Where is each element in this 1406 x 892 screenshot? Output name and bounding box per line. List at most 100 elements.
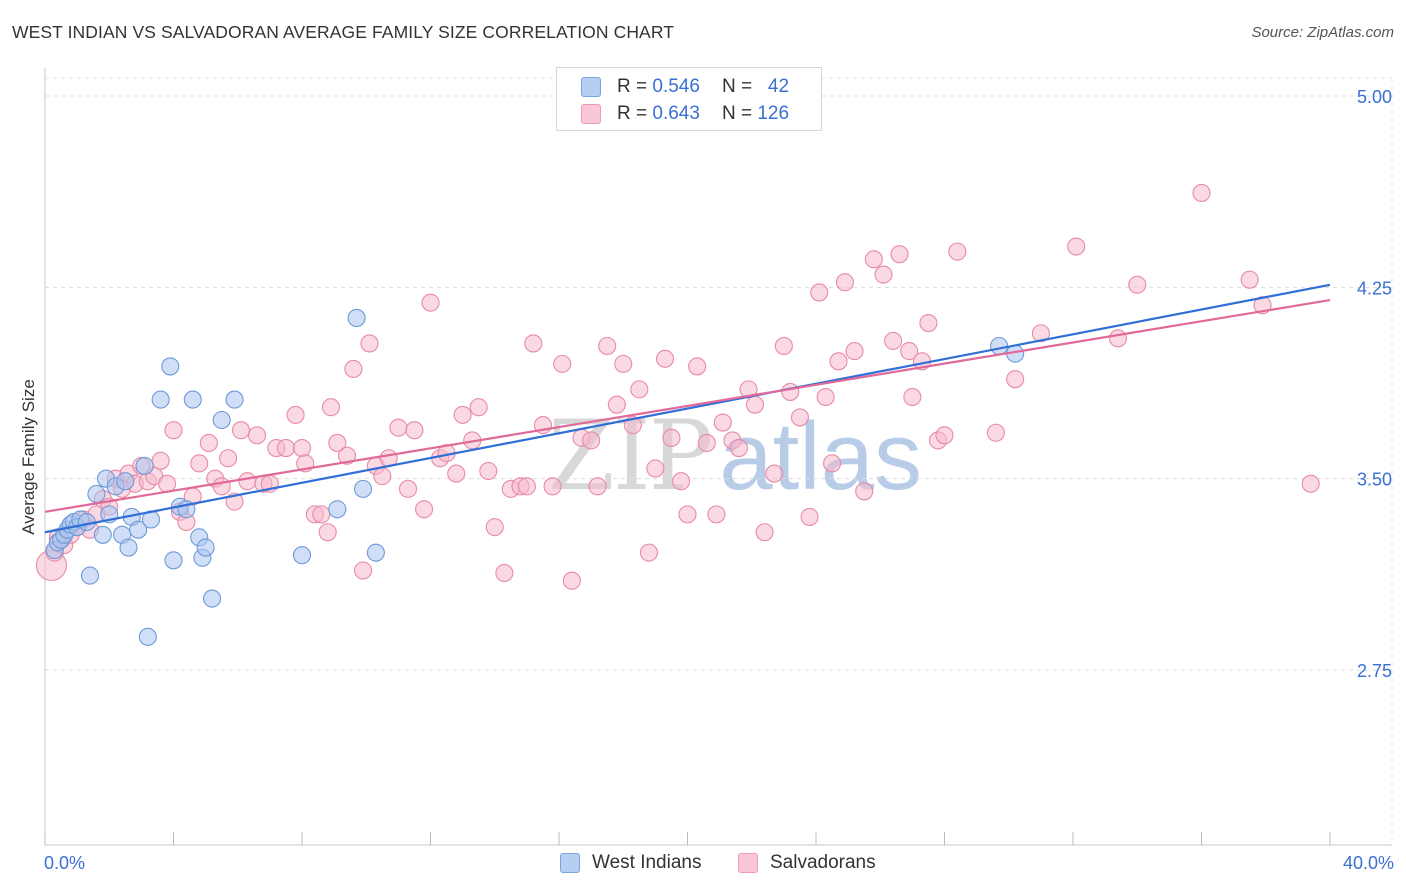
- point-pink-97: [774, 336, 793, 356]
- point-pink-124: [1128, 275, 1147, 294]
- point-pink-125: [1192, 183, 1211, 202]
- legend-swatch-blue: [560, 853, 580, 873]
- point-pink-113: [903, 387, 922, 407]
- grid-lines: [45, 77, 1393, 845]
- point-blue-18: [119, 538, 138, 557]
- point-pink-82: [646, 459, 665, 478]
- point-pink-115: [919, 313, 938, 333]
- legend-item-west-indians[interactable]: West Indians: [560, 852, 701, 874]
- point-pink-43: [328, 433, 347, 453]
- point-pink-30: [238, 472, 257, 491]
- point-blue-41: [990, 336, 1009, 356]
- chart-title: WEST INDIAN VS SALVADORAN AVERAGE FAMILY…: [12, 22, 675, 42]
- point-pink-109: [874, 265, 893, 284]
- point-pink-85: [672, 472, 691, 491]
- point-pink-45: [344, 359, 363, 379]
- point-pink-37: [292, 439, 312, 458]
- point-pink-35: [276, 439, 295, 458]
- point-pink-83: [655, 349, 675, 368]
- point-blue-36: [292, 546, 312, 565]
- legend-n-label: N =: [721, 103, 753, 124]
- point-pink-23: [190, 454, 209, 473]
- point-pink-93: [739, 380, 758, 399]
- trend-line-pink: [44, 299, 1331, 513]
- point-pink-75: [588, 477, 607, 496]
- legend-r-label: R =: [617, 76, 648, 97]
- point-pink-78: [614, 354, 633, 373]
- point-pink-36: [286, 405, 305, 424]
- point-pink-67: [517, 477, 536, 496]
- point-pink-119: [986, 423, 1005, 442]
- point-pink-24: [199, 433, 218, 453]
- point-pink-77: [607, 395, 626, 414]
- point-blue-10: [80, 566, 100, 585]
- point-pink-70: [543, 477, 562, 496]
- point-pink-42: [321, 398, 340, 417]
- point-pink-27: [219, 449, 238, 468]
- point-pink-74: [582, 431, 601, 450]
- point-pink-72: [562, 571, 581, 590]
- point-pink-44: [337, 446, 357, 465]
- y-tick-label-3: 5.00: [1357, 87, 1392, 107]
- point-pink-61: [469, 398, 488, 417]
- point-pink-118: [948, 242, 967, 261]
- point-blue-38: [353, 479, 373, 498]
- watermark-atlas: atlas: [719, 403, 922, 510]
- x-tick-label-0: 0.0%: [44, 853, 85, 873]
- point-pink-46: [353, 561, 373, 580]
- point-pink-121: [1031, 324, 1050, 343]
- point-pink-128: [1301, 474, 1320, 493]
- point-blue-29: [183, 390, 202, 409]
- point-pink-107: [855, 482, 874, 501]
- point-blue-37: [328, 500, 347, 519]
- legend-r-value: 0.643: [652, 103, 700, 124]
- point-pink-47: [360, 334, 379, 353]
- point-pink-55: [421, 293, 440, 312]
- point-pink-53: [405, 421, 424, 440]
- point-blue-39: [366, 543, 385, 562]
- point-blue-17: [116, 472, 135, 491]
- point-pink-89: [707, 505, 726, 524]
- legend-n-value: 126: [757, 103, 790, 124]
- point-pink-84: [662, 428, 681, 447]
- point-pink-101: [810, 283, 829, 302]
- point-pink-108: [864, 250, 883, 269]
- point-pink-17: [151, 451, 170, 470]
- point-pink-64: [495, 564, 514, 583]
- point-pink-111: [890, 245, 909, 264]
- point-blue-12: [93, 525, 112, 544]
- y-axis-title: Average Family Size: [19, 379, 38, 535]
- trend-lines: [44, 283, 1331, 534]
- point-blue-32: [196, 538, 215, 557]
- legend-label-salvadorans: Salvadorans: [770, 852, 876, 873]
- legend-row-west-indians: R = 0.546 N = 42: [581, 75, 789, 99]
- point-pink-122: [1067, 237, 1086, 256]
- axes: [44, 68, 1392, 846]
- point-blue-40: [347, 308, 366, 327]
- point-pink-117: [935, 426, 954, 445]
- legend-swatch-blue: [581, 77, 601, 97]
- point-pink-96: [765, 464, 784, 483]
- point-pink-19: [164, 421, 183, 440]
- point-pink-102: [816, 387, 835, 407]
- point-blue-25: [161, 357, 180, 376]
- point-pink-94: [745, 395, 765, 414]
- point-pink-26: [212, 477, 231, 496]
- chart-source: Source: ZipAtlas.com: [1251, 24, 1394, 41]
- point-pink-123: [1108, 329, 1128, 348]
- y-tick-label-0: 2.75: [1357, 661, 1392, 681]
- point-pink-120: [1006, 370, 1025, 389]
- point-blue-24: [138, 627, 157, 646]
- point-blue-26: [164, 551, 183, 570]
- legend-n-value: 42: [767, 76, 790, 97]
- point-pink-92: [729, 439, 748, 458]
- point-pink-62: [479, 461, 498, 481]
- point-pink-112: [900, 342, 919, 361]
- point-pink-98: [781, 382, 800, 401]
- point-pink-76: [598, 336, 617, 356]
- legend-item-salvadorans[interactable]: Salvadorans: [738, 852, 876, 874]
- point-pink-58: [447, 464, 466, 483]
- point-pink-51: [389, 418, 408, 437]
- point-pink-40: [312, 505, 331, 524]
